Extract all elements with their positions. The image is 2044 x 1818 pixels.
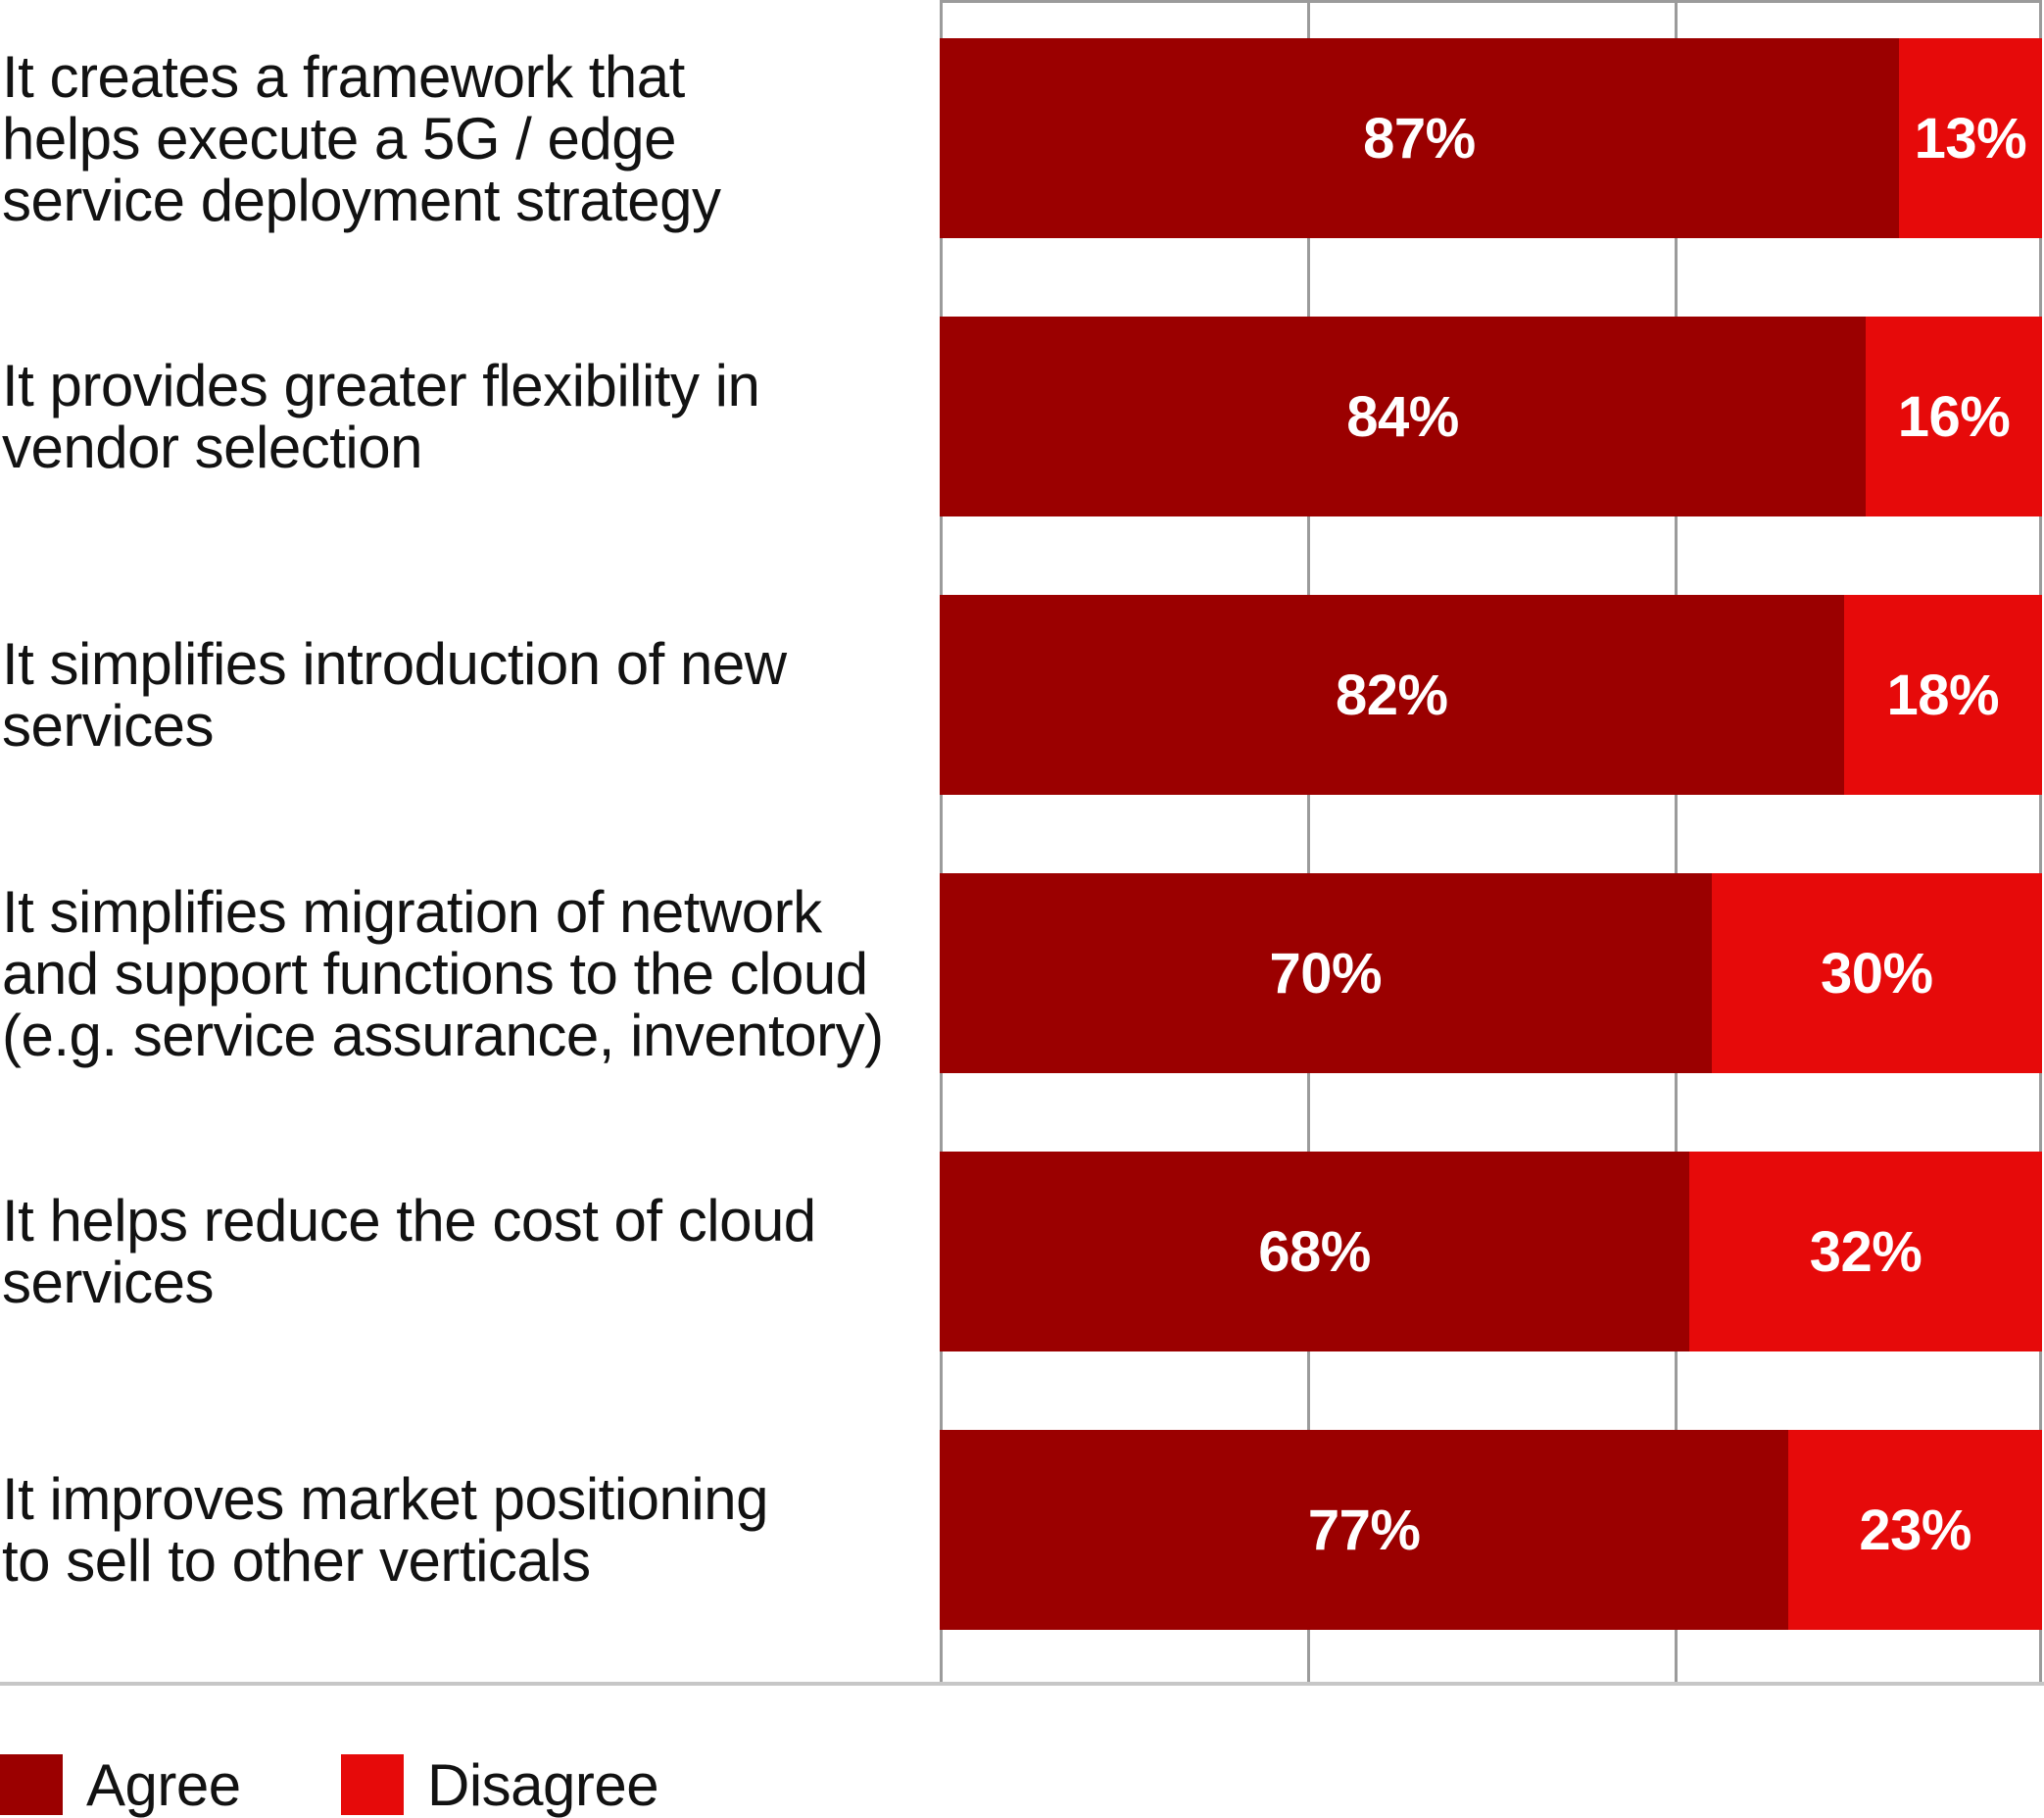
axis-separator-line xyxy=(0,1682,2044,1686)
category-label: It provides greater flexibility in vendo… xyxy=(2,353,760,480)
plot-area xyxy=(940,0,2042,1682)
bar-value-disagree: 16% xyxy=(1897,384,2011,449)
bar-value-agree: 82% xyxy=(1335,663,1448,727)
chart-row: It helps reduce the cost of cloud servic… xyxy=(0,1152,2044,1351)
chart-row: It creates a framework that helps execut… xyxy=(0,38,2044,238)
bar-segment-agree: 68% xyxy=(940,1152,1689,1351)
gridline-33pct xyxy=(1307,0,1310,1682)
legend-swatch xyxy=(0,1754,63,1815)
gridline-0pct xyxy=(940,0,943,1682)
legend: Agree Disagree xyxy=(0,1751,2044,1818)
stacked-bar: 84% 16% xyxy=(940,317,2042,516)
chart-row: It improves market positioning to sell t… xyxy=(0,1430,2044,1630)
bar-value-disagree: 18% xyxy=(1886,663,2000,727)
legend-item: Agree xyxy=(0,1751,241,1818)
bar-segment-disagree: 13% xyxy=(1898,38,2042,238)
bar-segment-disagree: 18% xyxy=(1843,595,2042,795)
gridline-100pct xyxy=(2039,0,2042,1682)
bar-value-agree: 87% xyxy=(1363,106,1476,171)
category-label: It simplifies introduction of new servic… xyxy=(2,631,787,759)
bar-value-disagree: 30% xyxy=(1820,941,1933,1006)
stacked-bar: 87% 13% xyxy=(940,38,2042,238)
stacked-bar: 70% 30% xyxy=(940,873,2042,1073)
bar-segment-agree: 70% xyxy=(940,873,1712,1073)
bar-value-disagree: 32% xyxy=(1809,1219,1922,1284)
legend-label: Agree xyxy=(86,1751,241,1818)
gridline-67pct xyxy=(1675,0,1678,1682)
bar-segment-agree: 77% xyxy=(940,1430,1789,1630)
category-label: It improves market positioning to sell t… xyxy=(2,1466,769,1594)
stacked-bar: 82% 18% xyxy=(940,595,2042,795)
category-label: It helps reduce the cost of cloud servic… xyxy=(2,1188,816,1315)
chart-row: It provides greater flexibility in vendo… xyxy=(0,317,2044,516)
bar-value-agree: 84% xyxy=(1346,384,1459,449)
bar-segment-agree: 87% xyxy=(940,38,1899,238)
bar-value-disagree: 13% xyxy=(1914,106,2027,171)
category-label: It simplifies migration of network and s… xyxy=(2,878,884,1068)
bar-segment-disagree: 30% xyxy=(1711,873,2042,1073)
chart-row: It simplifies migration of network and s… xyxy=(0,873,2044,1073)
bar-segment-agree: 84% xyxy=(940,317,1866,516)
bar-segment-agree: 82% xyxy=(940,595,1844,795)
bar-segment-disagree: 23% xyxy=(1788,1430,2042,1630)
category-label: It creates a framework that helps execut… xyxy=(2,43,721,233)
legend-item: Disagree xyxy=(341,1751,659,1818)
stacked-bar: 77% 23% xyxy=(940,1430,2042,1630)
bar-segment-disagree: 32% xyxy=(1689,1152,2042,1351)
plot-top-border xyxy=(940,0,2042,3)
chart-row: It simplifies introduction of new servic… xyxy=(0,595,2044,795)
bar-value-agree: 77% xyxy=(1307,1498,1421,1562)
bar-value-agree: 68% xyxy=(1258,1219,1371,1284)
bar-value-disagree: 23% xyxy=(1859,1498,1971,1562)
bar-segment-disagree: 16% xyxy=(1866,317,2042,516)
legend-swatch xyxy=(341,1754,404,1815)
bar-value-agree: 70% xyxy=(1269,941,1383,1006)
legend-label: Disagree xyxy=(427,1751,659,1818)
stacked-bar: 68% 32% xyxy=(940,1152,2042,1351)
